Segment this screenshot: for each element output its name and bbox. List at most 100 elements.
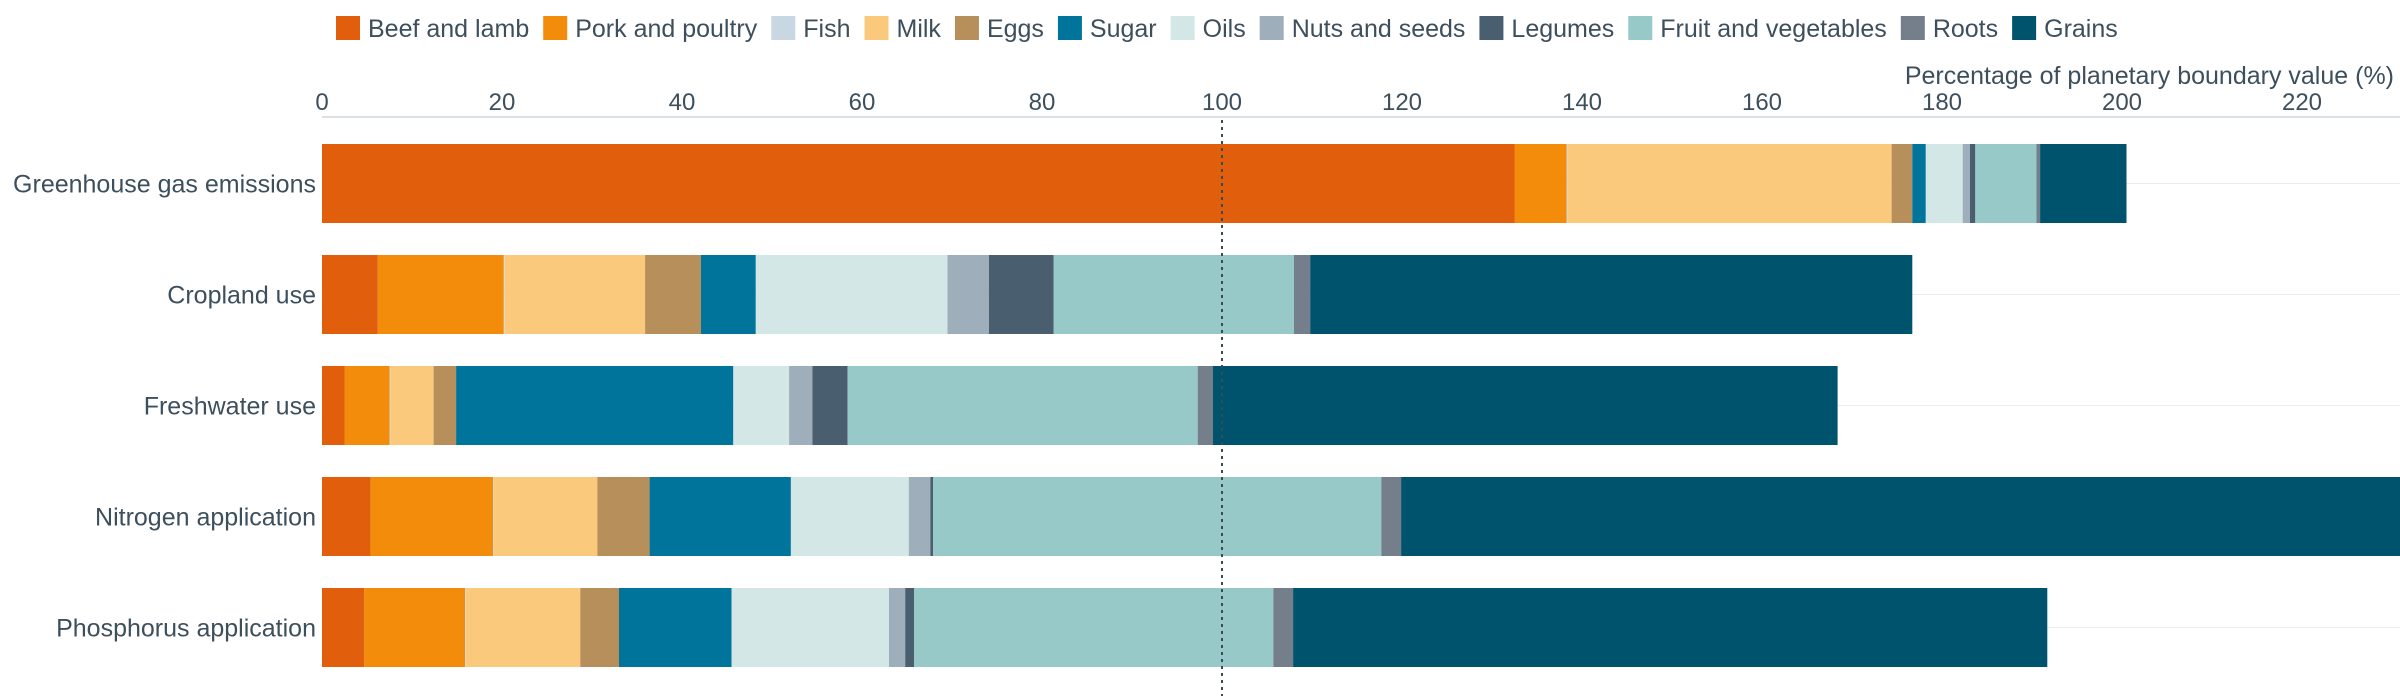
bar-greenhouse-gas-emissions-milk — [1567, 144, 1892, 223]
x-tick-label: 160 — [1742, 89, 1782, 116]
x-tick-label: 200 — [2102, 89, 2142, 116]
bar-freshwater-use-fruit-and-vegetables — [847, 366, 1198, 445]
bar-cropland-use-eggs — [645, 255, 701, 334]
bar-cropland-use-beef-and-lamb — [322, 255, 378, 334]
bar-greenhouse-gas-emissions-grains — [2040, 144, 2127, 223]
stacked-bars — [322, 144, 2400, 667]
bar-phosphorus-application-fruit-and-vegetables — [914, 588, 1274, 667]
x-tick-label: 40 — [669, 89, 696, 116]
x-tick-label: 140 — [1562, 89, 1602, 116]
bar-greenhouse-gas-emissions-nuts-and-seeds — [1962, 144, 1970, 223]
x-tick-label: 100 — [1202, 89, 1242, 116]
bar-phosphorus-application-nuts-and-seeds — [889, 588, 906, 667]
legend-label-legumes: Legumes — [1511, 15, 1614, 43]
legend-label-beef-and-lamb: Beef and lamb — [368, 15, 529, 43]
bar-greenhouse-gas-emissions-fish — [1566, 144, 1568, 223]
bar-greenhouse-gas-emissions-fruit-and-vegetables — [1975, 144, 2037, 223]
bar-freshwater-use-nuts-and-seeds — [789, 366, 813, 445]
bar-phosphorus-application-milk — [466, 588, 581, 667]
category-label-freshwater-use: Freshwater use — [144, 393, 316, 421]
legend-swatch-fruit-and-vegetables — [1628, 16, 1653, 40]
category-label-nitrogen-application: Nitrogen application — [95, 504, 316, 532]
bar-phosphorus-application-legumes — [905, 588, 915, 667]
bar-phosphorus-application-sugar — [619, 588, 732, 667]
bar-greenhouse-gas-emissions-eggs — [1891, 144, 1913, 223]
bar-cropland-use-fruit-and-vegetables — [1053, 255, 1294, 334]
category-label-greenhouse-gas-emissions: Greenhouse gas emissions — [13, 171, 316, 199]
bar-nitrogen-application-sugar — [649, 477, 791, 556]
legend-swatch-legumes — [1479, 16, 1504, 40]
legend-label-milk: Milk — [897, 15, 942, 43]
bar-phosphorus-application-oils — [731, 588, 889, 667]
bar-nitrogen-application-beef-and-lamb — [322, 477, 371, 556]
legend-label-roots: Roots — [1933, 15, 1998, 43]
legend-label-fruit-and-vegetables: Fruit and vegetables — [1660, 15, 1887, 43]
bar-greenhouse-gas-emissions-legumes — [1969, 144, 1976, 223]
bar-greenhouse-gas-emissions-roots — [2036, 144, 2041, 223]
x-tick-label: 20 — [489, 89, 516, 116]
bar-freshwater-use-sugar — [456, 366, 734, 445]
x-tick-label: 60 — [849, 89, 876, 116]
x-tick-label: 0 — [315, 89, 328, 116]
bar-cropland-use-milk — [504, 255, 646, 334]
bar-cropland-use-fish — [503, 255, 505, 334]
category-label-cropland-use: Cropland use — [167, 282, 316, 310]
legend-swatch-grains — [2012, 16, 2037, 40]
bar-cropland-use-roots — [1294, 255, 1311, 334]
bar-cropland-use-sugar — [700, 255, 756, 334]
bar-phosphorus-application-beef-and-lamb — [322, 588, 365, 667]
bar-greenhouse-gas-emissions-oils — [1925, 144, 1963, 223]
legend-swatch-beef-and-lamb — [336, 16, 360, 40]
legend-label-pork-and-poultry: Pork and poultry — [575, 15, 758, 43]
x-tick-label: 180 — [1922, 89, 1962, 116]
bar-greenhouse-gas-emissions-sugar — [1912, 144, 1926, 223]
bar-nitrogen-application-nuts-and-seeds — [908, 477, 931, 556]
bar-nitrogen-application-milk — [493, 477, 598, 556]
x-tick-label: 120 — [1382, 89, 1422, 116]
bar-freshwater-use-pork-and-poultry — [344, 366, 390, 445]
category-label-phosphorus-application: Phosphorus application — [56, 615, 316, 643]
bar-cropland-use-grains — [1310, 255, 1913, 334]
bar-freshwater-use-grains — [1213, 366, 1838, 445]
bar-phosphorus-application-eggs — [580, 588, 619, 667]
legend-label-nuts-and-seeds: Nuts and seeds — [1292, 15, 1466, 43]
bar-nitrogen-application-fish — [493, 477, 494, 556]
legend-swatch-roots — [1900, 16, 1925, 40]
bar-freshwater-use-fish — [389, 366, 391, 445]
legend-swatch-sugar — [1057, 16, 1082, 40]
legend-swatch-fish — [771, 16, 796, 40]
bar-nitrogen-application-pork-and-poultry — [370, 477, 493, 556]
bar-nitrogen-application-legumes — [930, 477, 934, 556]
legend-swatch-eggs — [954, 16, 979, 40]
bar-nitrogen-application-eggs — [597, 477, 650, 556]
bar-cropland-use-legumes — [988, 255, 1054, 334]
bar-cropland-use-oils — [755, 255, 948, 334]
bar-freshwater-use-beef-and-lamb — [322, 366, 345, 445]
x-axis-title: Percentage of planetary boundary value (… — [1905, 62, 2394, 90]
bar-freshwater-use-oils — [733, 366, 790, 445]
legend-swatch-milk — [864, 16, 889, 40]
legend-swatch-oils — [1170, 16, 1195, 40]
legend-swatch-pork-and-poultry — [543, 16, 568, 40]
legend-label-oils: Oils — [1203, 15, 1246, 43]
legend: Beef and lamb Pork and poultry Fish Milk Egg… — [336, 15, 2118, 43]
bar-nitrogen-application-grains — [1401, 477, 2400, 556]
bar-freshwater-use-milk — [390, 366, 434, 445]
x-tick-label: 80 — [1029, 89, 1056, 116]
bar-phosphorus-application-roots — [1273, 588, 1294, 667]
bar-freshwater-use-eggs — [433, 366, 457, 445]
legend-label-fish: Fish — [803, 15, 850, 43]
bar-phosphorus-application-grains — [1293, 588, 2048, 667]
legend-label-eggs: Eggs — [987, 15, 1044, 43]
bar-phosphorus-application-pork-and-poultry — [364, 588, 466, 667]
x-tick-label: 220 — [2282, 89, 2322, 116]
bar-greenhouse-gas-emissions-beef-and-lamb — [322, 144, 1515, 223]
bar-freshwater-use-roots — [1197, 366, 1213, 445]
bar-nitrogen-application-oils — [790, 477, 909, 556]
legend-swatch-nuts-and-seeds — [1259, 16, 1284, 40]
bar-nitrogen-application-fruit-and-vegetables — [933, 477, 1382, 556]
bar-greenhouse-gas-emissions-pork-and-poultry — [1514, 144, 1567, 223]
legend-label-sugar: Sugar — [1090, 15, 1157, 43]
x-axis-ticks: 0 20 40 60 80 100 120 140 160 180 200 220 — [315, 89, 2322, 116]
